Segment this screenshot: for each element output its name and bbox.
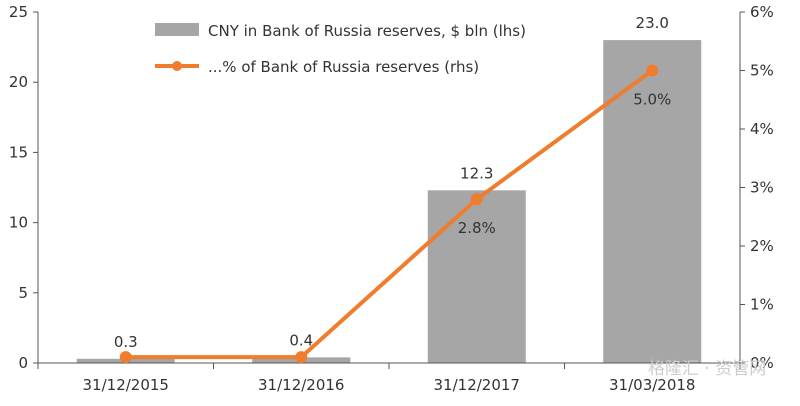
y-left-tick-label: 10 bbox=[9, 214, 28, 232]
line-point bbox=[646, 64, 659, 77]
y-right-tick-label: 2% bbox=[750, 237, 774, 255]
watermark: 格隆汇 · 资管网 bbox=[648, 359, 766, 379]
data-labels: 0.3 0.4 12.3 23.0 2.8% 5.0% bbox=[114, 14, 671, 351]
line-point bbox=[119, 351, 132, 364]
y-right-tick-label: 6% bbox=[750, 3, 774, 21]
line-point bbox=[470, 193, 483, 206]
bar-value-label: 12.3 bbox=[460, 164, 493, 182]
y-left-tick-label: 15 bbox=[9, 143, 28, 161]
legend-swatch-bars bbox=[155, 23, 199, 36]
x-tick-label: 31/03/2018 bbox=[609, 376, 695, 394]
line-path bbox=[125, 68, 654, 360]
line-series bbox=[119, 64, 659, 364]
line-point bbox=[295, 351, 308, 364]
bar-value-label: 23.0 bbox=[636, 14, 669, 32]
y-left-tick-label: 25 bbox=[9, 3, 28, 21]
y-right-tick-label: 3% bbox=[750, 179, 774, 197]
y-right-tick-label: 5% bbox=[750, 62, 774, 80]
y-left-tick-label: 0 bbox=[18, 354, 28, 372]
legend-swatch-marker bbox=[172, 61, 182, 71]
line-value-label: 2.8% bbox=[458, 219, 496, 237]
bar bbox=[427, 190, 526, 363]
x-tick-label: 31/12/2017 bbox=[434, 376, 520, 394]
legend-label-bars: CNY in Bank of Russia reserves, $ bln (l… bbox=[208, 22, 526, 40]
bar-value-label: 0.4 bbox=[289, 331, 313, 349]
x-tick-label: 31/12/2016 bbox=[258, 376, 344, 394]
legend-label-line: ...% of Bank of Russia reserves (rhs) bbox=[208, 58, 479, 76]
y-right-tick-label: 1% bbox=[750, 296, 774, 314]
y-right-tick-label: 0% bbox=[750, 354, 774, 372]
y-left-tick-label: 5 bbox=[18, 284, 28, 302]
y-left-tick-label: 20 bbox=[9, 73, 28, 91]
y-right-tick-label: 4% bbox=[750, 120, 774, 138]
line-value-label: 5.0% bbox=[633, 91, 671, 109]
bar-value-label: 0.3 bbox=[114, 333, 138, 351]
bar-series bbox=[76, 40, 702, 364]
legend: CNY in Bank of Russia reserves, $ bln (l… bbox=[155, 22, 526, 76]
axes: 0 5 10 15 20 25 0% 1% 2% 3% 4% 5% 6% 31/12/2015 31/12/… bbox=[9, 3, 774, 394]
x-tick-label: 31/12/2015 bbox=[83, 376, 169, 394]
bar bbox=[603, 40, 702, 364]
